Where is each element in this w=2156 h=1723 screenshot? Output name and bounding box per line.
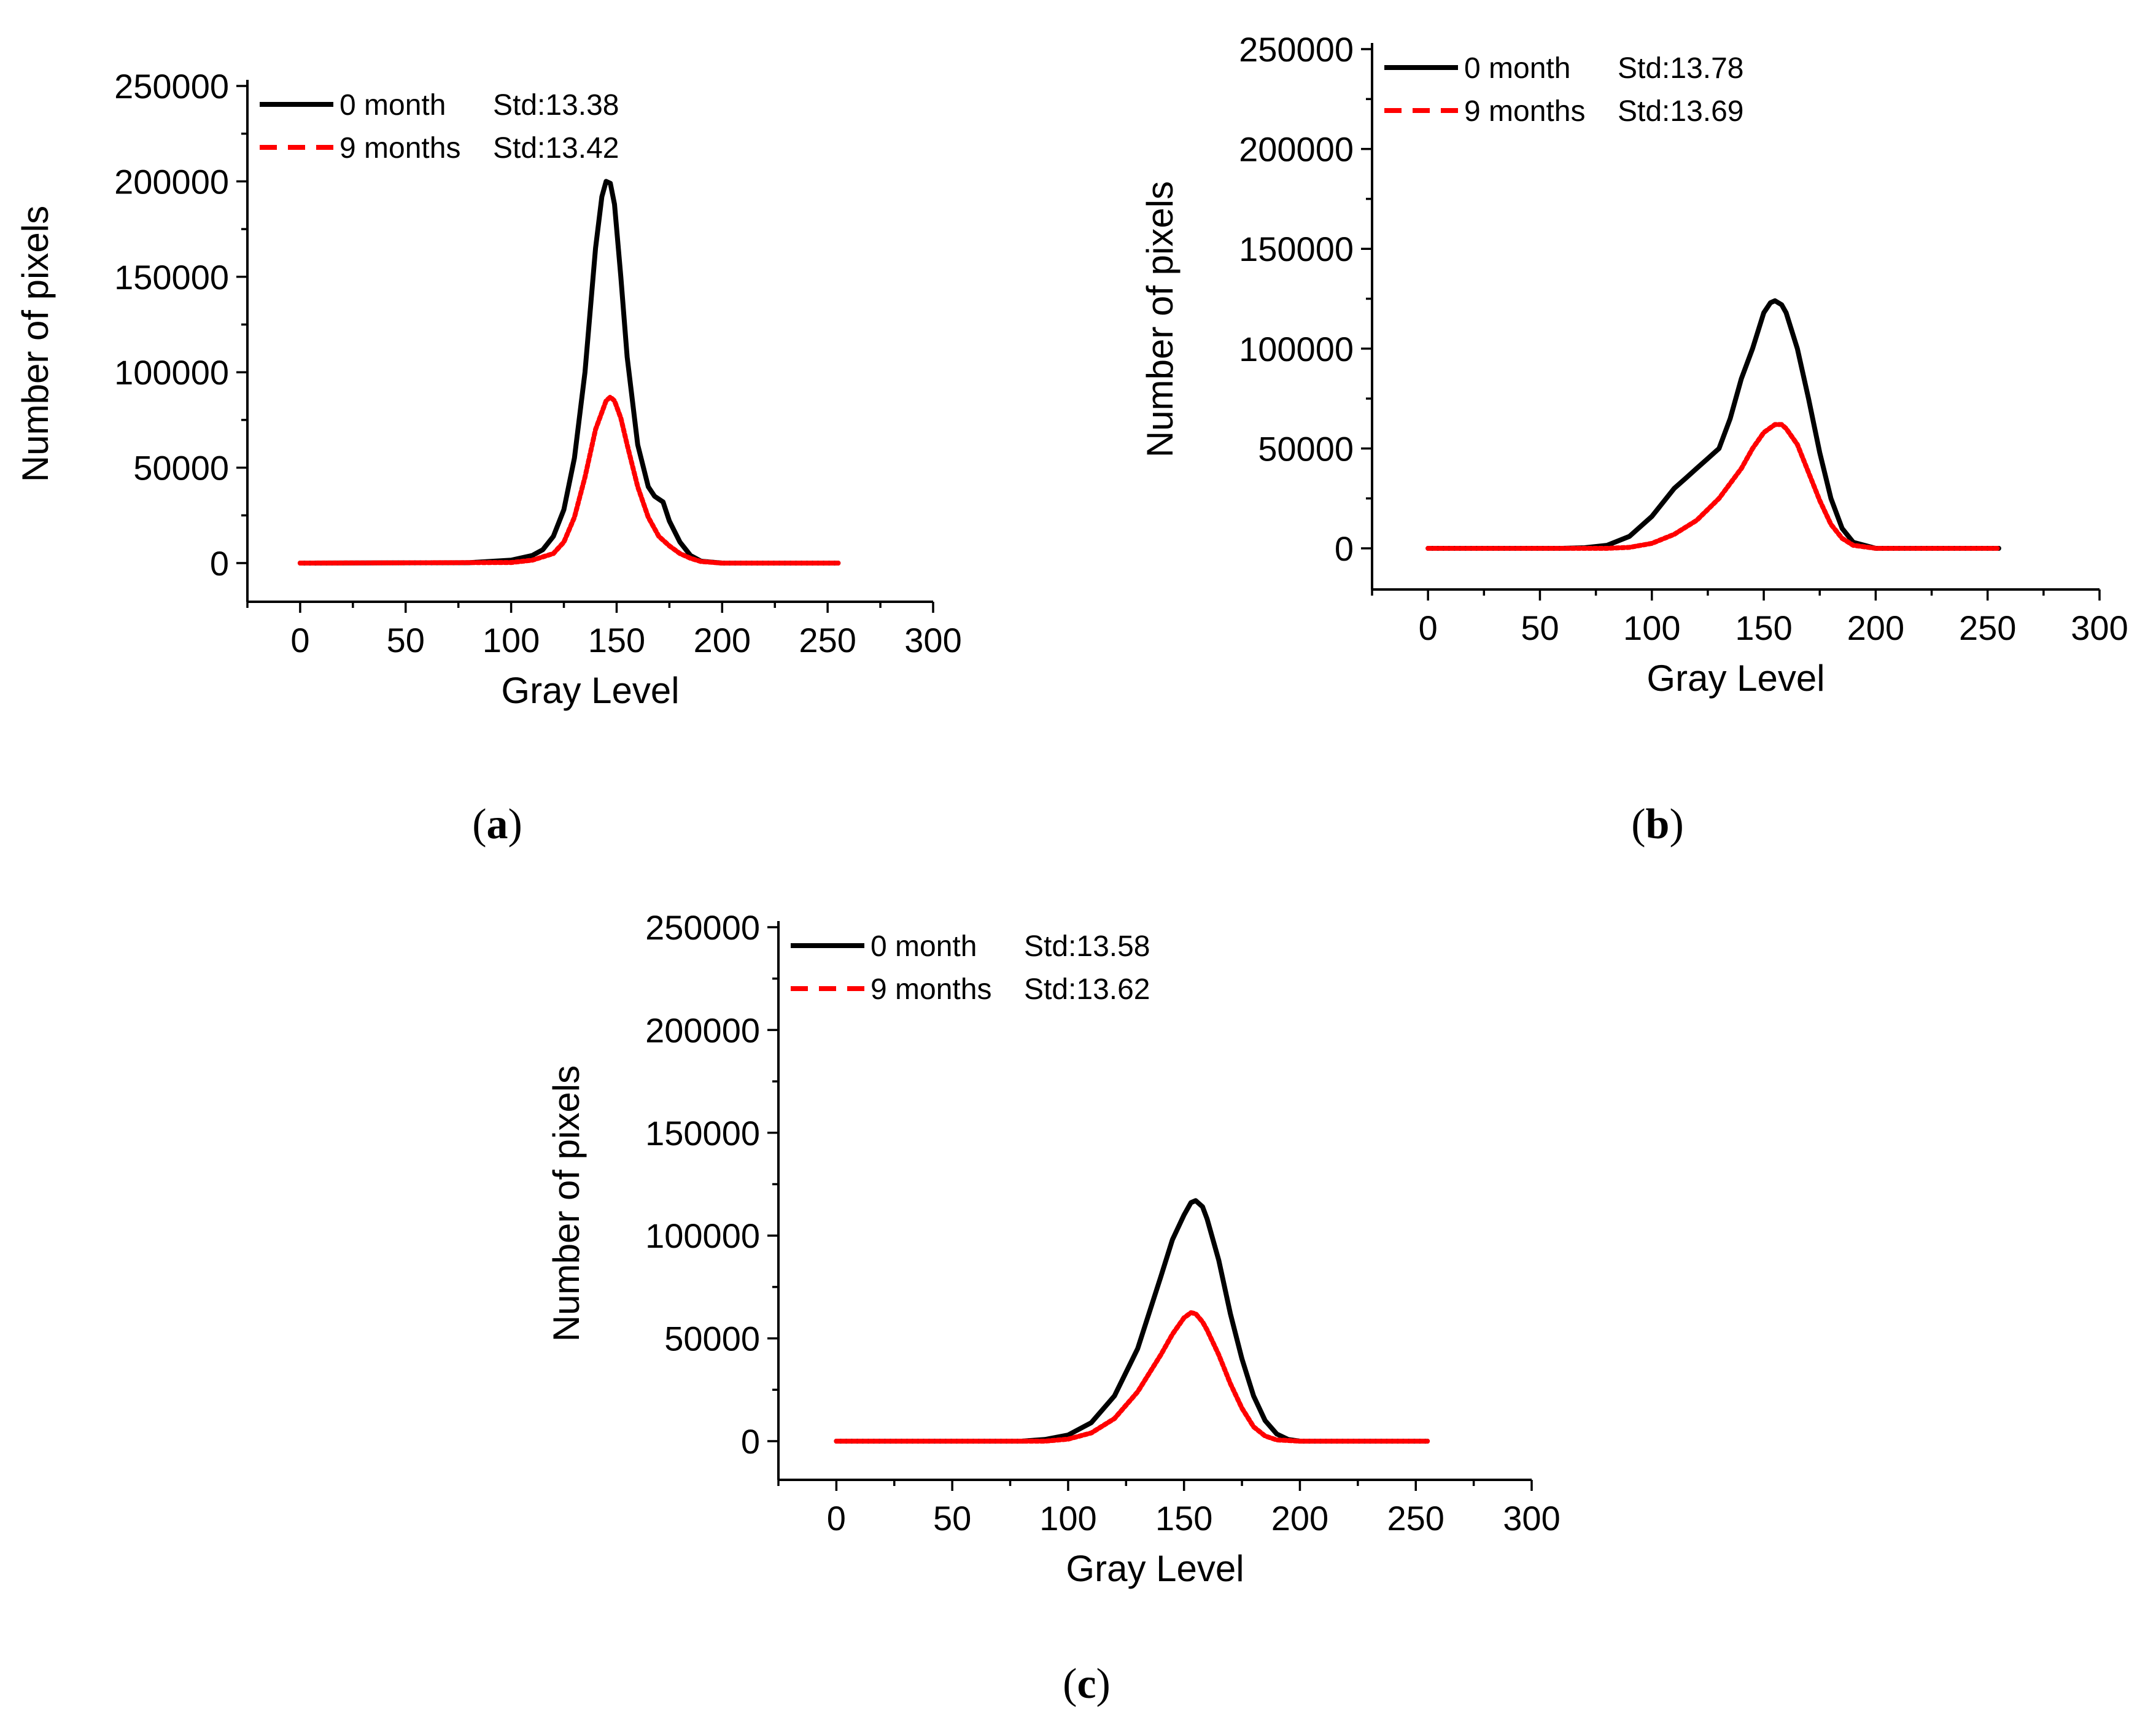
y-tick-label: 50000	[133, 449, 229, 488]
x-tick-label: 200	[1271, 1499, 1328, 1538]
legend-label: 0 month	[871, 930, 977, 963]
y-tick-label: 250000	[1239, 30, 1354, 69]
x-tick-label: 50	[933, 1499, 971, 1538]
y-tick-label: 200000	[114, 162, 229, 201]
series-line-9-months	[834, 1310, 1430, 1444]
y-tick-label: 0	[210, 544, 229, 583]
x-tick-label: 150	[1735, 609, 1792, 647]
x-tick-label: 300	[904, 621, 961, 659]
x-tick-label: 250	[1387, 1499, 1444, 1538]
x-axis-title: Gray Level	[501, 670, 679, 711]
panel-a: 0 50 100 150 200 250 300 0 50000 100000 150000 2000…	[15, 67, 962, 848]
x-tick-label: 50	[1521, 609, 1559, 647]
series-line-0-month	[834, 1198, 1430, 1444]
x-tick-label: 0	[1419, 609, 1438, 647]
legend-label: 0 month	[339, 89, 446, 122]
x-tick-label: 100	[1623, 609, 1680, 647]
series-line-0-month	[297, 179, 841, 566]
legend-label: 9 months	[339, 132, 460, 165]
panel-c: 0 50 100 150 200 250 300 0 50000 100000 150000 2000…	[546, 908, 1561, 1708]
y-axis-title: Number of pixels	[15, 206, 56, 482]
y-tick-label: 150000	[645, 1114, 760, 1153]
y-tick-label: 100000	[1239, 330, 1354, 368]
y-tick-label: 250000	[645, 908, 760, 947]
x-tick-label: 150	[1155, 1499, 1212, 1538]
legend-std: Std:13.78	[1618, 52, 1744, 85]
x-tick-label: 300	[2071, 609, 2128, 647]
series-line-0-month	[1425, 298, 2001, 551]
y-tick-label: 50000	[1258, 429, 1354, 468]
panel-caption: (a)	[472, 801, 522, 848]
y-tick-label: 50000	[664, 1320, 760, 1358]
x-axis-title: Gray Level	[1646, 658, 1824, 699]
x-axis-title: Gray Level	[1066, 1548, 1244, 1589]
panel-caption: (c)	[1063, 1660, 1111, 1708]
y-tick-label: 200000	[645, 1011, 760, 1049]
legend-std: Std:13.62	[1024, 973, 1150, 1006]
panel-b: 0 50 100 150 200 250 300 0 50000 100000 150000 2000…	[1139, 30, 2128, 848]
y-tick-label: 100000	[114, 353, 229, 392]
x-tick-label: 100	[483, 621, 540, 659]
x-tick-label: 200	[694, 621, 751, 659]
legend-std: Std:13.38	[493, 89, 619, 122]
y-tick-label: 0	[741, 1422, 760, 1461]
legend-label: 0 month	[1464, 52, 1570, 85]
x-tick-label: 100	[1039, 1499, 1096, 1538]
panel-caption: (b)	[1631, 801, 1684, 848]
y-axis-title: Number of pixels	[1139, 181, 1181, 457]
x-tick-label: 50	[387, 621, 425, 659]
x-tick-label: 0	[290, 621, 309, 659]
y-tick-label: 250000	[114, 67, 229, 106]
legend-std: Std:13.69	[1618, 95, 1744, 128]
x-tick-label: 250	[799, 621, 856, 659]
y-tick-label: 150000	[114, 258, 229, 297]
legend-label: 9 months	[871, 973, 991, 1006]
series-line-9-months	[1425, 422, 2001, 551]
y-tick-label: 100000	[645, 1216, 760, 1255]
x-tick-label: 200	[1847, 609, 1904, 647]
y-tick-label: 150000	[1239, 230, 1354, 268]
y-tick-label: 200000	[1239, 130, 1354, 169]
legend-label: 9 months	[1464, 95, 1585, 128]
series-line-9-months	[297, 394, 841, 566]
legend-std: Std:13.58	[1024, 930, 1150, 963]
y-tick-label: 0	[1335, 529, 1354, 568]
x-tick-label: 150	[588, 621, 645, 659]
x-tick-label: 0	[827, 1499, 846, 1538]
x-tick-label: 300	[1503, 1499, 1560, 1538]
x-tick-label: 250	[1959, 609, 2016, 647]
legend-std: Std:13.42	[493, 132, 619, 165]
y-axis-title: Number of pixels	[546, 1065, 587, 1342]
